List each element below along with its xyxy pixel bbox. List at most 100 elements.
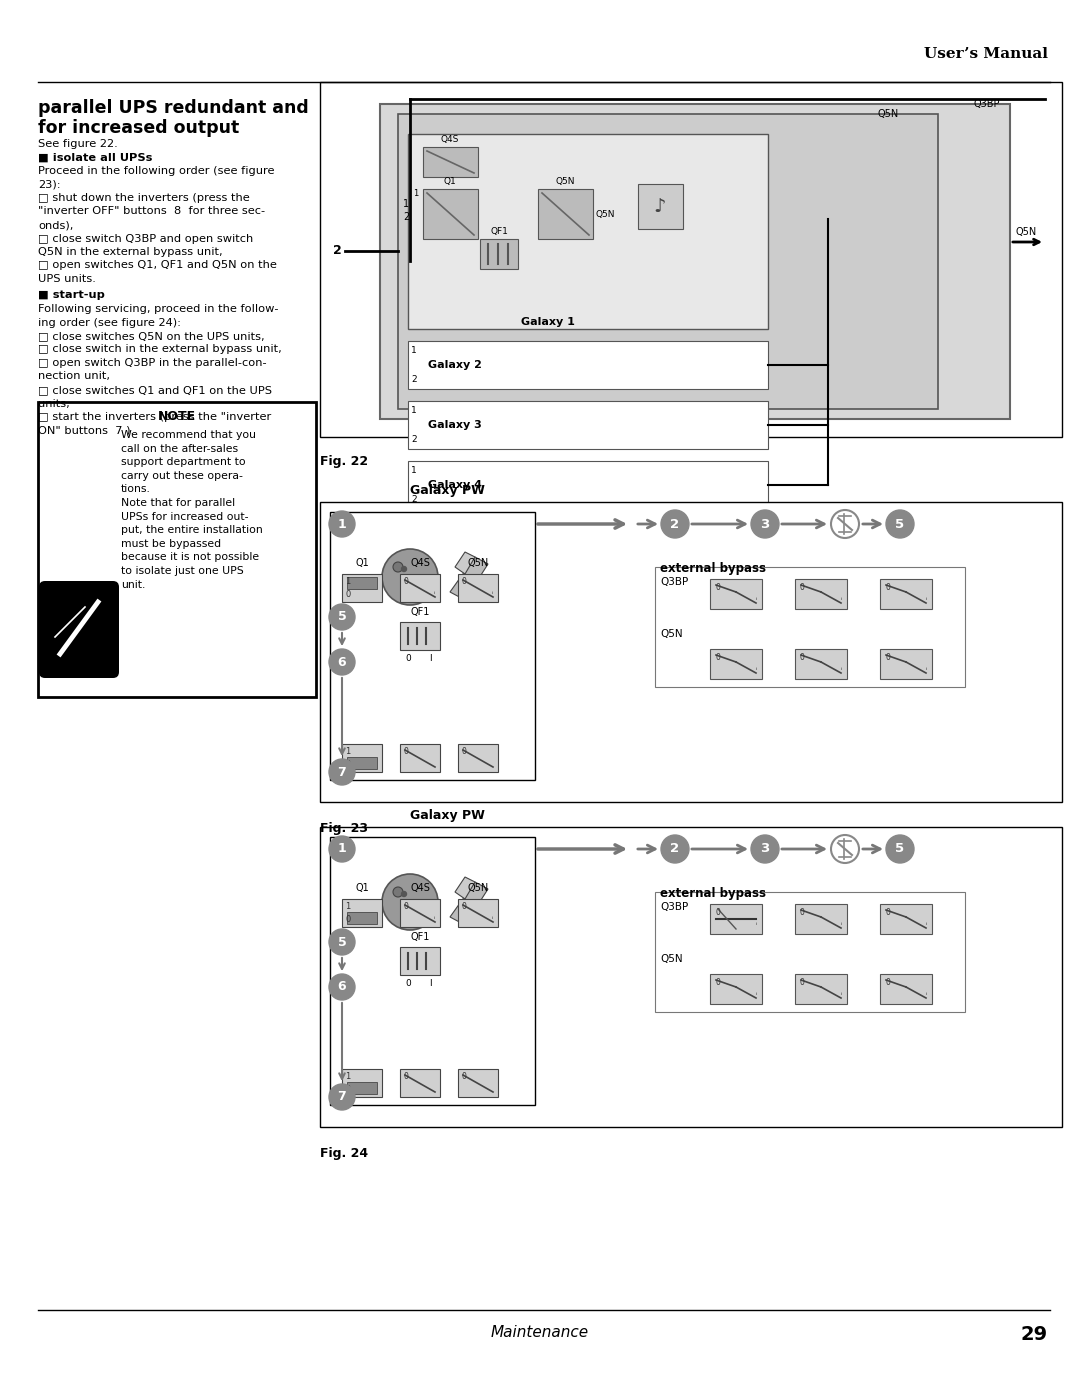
Bar: [400, 622, 440, 650]
Text: □ close switch in the external bypass unit,: □ close switch in the external bypass un…: [38, 345, 282, 355]
Bar: [399, 115, 939, 409]
Text: I: I: [429, 979, 431, 988]
Text: Q3BP: Q3BP: [660, 902, 688, 912]
Bar: [347, 757, 377, 768]
Text: QF1: QF1: [410, 932, 430, 942]
Bar: [880, 904, 932, 935]
Text: □ open switch Q3BP in the parallel-con-: □ open switch Q3BP in the parallel-con-: [38, 358, 267, 367]
Text: parallel UPS redundant and: parallel UPS redundant and: [38, 99, 309, 117]
Text: QF1: QF1: [490, 226, 508, 236]
Text: 1: 1: [338, 517, 347, 531]
Bar: [880, 650, 932, 679]
Text: □ close switches Q5N on the UPS units,: □ close switches Q5N on the UPS units,: [38, 331, 265, 341]
Text: Q4S: Q4S: [410, 557, 430, 569]
Text: 0: 0: [800, 652, 805, 662]
FancyBboxPatch shape: [39, 581, 119, 678]
Text: ⁱ: ⁱ: [491, 590, 492, 599]
Text: 5: 5: [895, 517, 905, 531]
Text: 5: 5: [338, 936, 347, 949]
Text: 0: 0: [405, 654, 410, 664]
Polygon shape: [450, 882, 488, 925]
Text: 29: 29: [1021, 1324, 1048, 1344]
Bar: [710, 650, 762, 679]
Text: 2: 2: [411, 434, 417, 444]
Bar: [380, 103, 1010, 419]
Bar: [320, 82, 1062, 437]
Bar: [710, 904, 762, 935]
Text: Galaxy 2: Galaxy 2: [428, 360, 482, 370]
Text: Q5N: Q5N: [468, 883, 488, 893]
Text: 0: 0: [800, 583, 805, 592]
Bar: [408, 461, 768, 509]
Text: Q1: Q1: [355, 557, 369, 569]
Text: 0: 0: [885, 908, 890, 916]
Text: 1: 1: [411, 346, 417, 355]
Text: 5: 5: [338, 610, 347, 623]
Text: UPS units.: UPS units.: [38, 274, 96, 284]
Text: 1: 1: [413, 190, 418, 198]
Bar: [408, 341, 768, 388]
Text: 0: 0: [715, 978, 720, 988]
Text: onds),: onds),: [38, 219, 73, 231]
Text: 1: 1: [345, 577, 350, 585]
Circle shape: [886, 510, 914, 538]
Text: ⁱ: ⁱ: [756, 921, 757, 930]
Bar: [408, 134, 768, 330]
Text: See figure 22.: See figure 22.: [38, 138, 118, 149]
Text: 1: 1: [411, 467, 417, 475]
Text: 5: 5: [895, 842, 905, 855]
Text: Q4S: Q4S: [410, 883, 430, 893]
Bar: [795, 904, 847, 935]
Circle shape: [751, 835, 779, 863]
Text: Maintenance: Maintenance: [491, 1324, 589, 1340]
Bar: [423, 147, 478, 177]
Bar: [347, 912, 377, 923]
Circle shape: [661, 835, 689, 863]
Text: 0: 0: [403, 1071, 408, 1081]
Bar: [400, 745, 440, 773]
Bar: [330, 837, 535, 1105]
Text: ⁱ: ⁱ: [491, 915, 492, 923]
Text: ♪: ♪: [653, 197, 666, 217]
Text: ⁱ: ⁱ: [840, 921, 842, 930]
Text: 1: 1: [345, 1071, 350, 1081]
Text: 6: 6: [338, 981, 347, 993]
Circle shape: [329, 974, 355, 1000]
Text: ⁱ: ⁱ: [756, 597, 757, 605]
Text: 1: 1: [338, 842, 347, 855]
Text: 0: 0: [715, 908, 720, 916]
Text: We recommend that you
call on the after-sales
support department to
carry out th: We recommend that you call on the after-…: [121, 430, 262, 590]
Text: 1: 1: [411, 407, 417, 415]
Text: 0: 0: [345, 760, 350, 768]
Text: for increased output: for increased output: [38, 119, 240, 137]
Text: 3: 3: [760, 517, 770, 531]
Polygon shape: [455, 552, 475, 574]
Text: 0: 0: [715, 583, 720, 592]
Text: Galaxy 1: Galaxy 1: [521, 317, 575, 327]
Bar: [458, 1069, 498, 1097]
Text: ON" buttons  7 ).: ON" buttons 7 ).: [38, 426, 134, 436]
Text: 0: 0: [461, 902, 465, 911]
Text: Q5N: Q5N: [660, 629, 683, 638]
Circle shape: [382, 875, 438, 930]
Text: 2: 2: [671, 517, 679, 531]
Text: Q5N: Q5N: [660, 954, 683, 964]
Text: ■ isolate all UPSs: ■ isolate all UPSs: [38, 152, 152, 162]
Text: Fig. 22: Fig. 22: [320, 455, 368, 468]
Text: User’s Manual: User’s Manual: [924, 47, 1048, 61]
Text: ⁱ: ⁱ: [926, 597, 927, 605]
Circle shape: [329, 650, 355, 675]
Text: 0: 0: [715, 652, 720, 662]
Text: Q5N: Q5N: [468, 557, 488, 569]
Text: 0: 0: [405, 979, 410, 988]
Bar: [347, 577, 377, 590]
Text: ing order (see figure 24):: ing order (see figure 24):: [38, 317, 181, 327]
Bar: [38, 402, 316, 697]
Bar: [342, 745, 382, 773]
Text: 0: 0: [885, 978, 890, 988]
Circle shape: [329, 835, 355, 862]
Text: NOTE: NOTE: [158, 409, 197, 423]
Text: Galaxy 4: Galaxy 4: [428, 481, 482, 490]
Text: 0: 0: [345, 1085, 350, 1094]
Text: 0: 0: [403, 747, 408, 756]
